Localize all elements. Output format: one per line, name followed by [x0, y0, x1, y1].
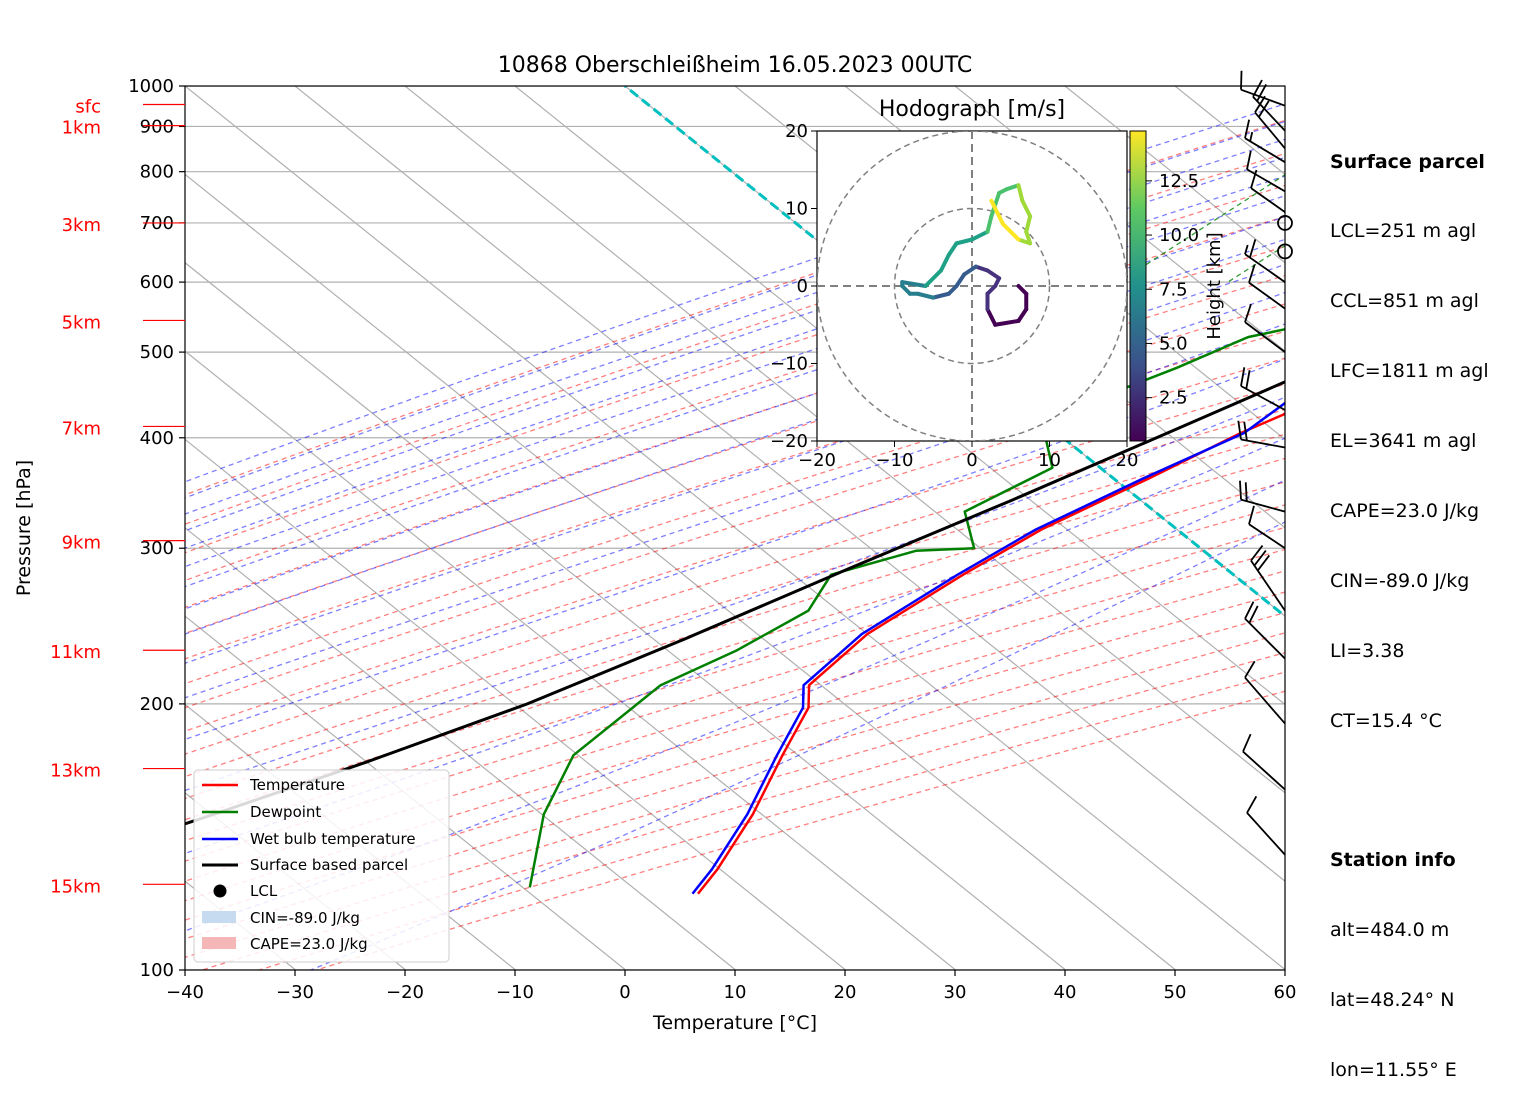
el-value: EL=3641 m agl [1330, 430, 1489, 453]
x-tick-label: −20 [386, 982, 424, 1003]
colorbar-tick: 2.5 [1159, 388, 1188, 409]
y-tick-label: 400 [140, 428, 174, 449]
legend-parcel: Surface based parcel [250, 856, 408, 874]
colorbar-tick: 7.5 [1159, 279, 1188, 300]
wind-barb-flag [1243, 734, 1251, 751]
wind-barb-staff [1247, 813, 1285, 855]
legend: Temperature Dewpoint Wet bulb temperatur… [194, 770, 449, 962]
height-label: 7km [62, 418, 101, 439]
wind-barb-staff [1249, 283, 1285, 309]
lon-value: lon=11.55° E [1330, 1059, 1489, 1082]
wind-barb-staff [1245, 678, 1285, 724]
x-tick-label: 30 [944, 982, 967, 1003]
ct-value: CT=15.4 °C [1330, 710, 1489, 733]
cape-value: CAPE=23.0 J/kg [1330, 500, 1489, 523]
hodograph-y-tick: 20 [785, 121, 808, 142]
wind-barb-flag [1246, 482, 1247, 501]
hodograph-x-tick: 20 [1116, 450, 1139, 471]
cin-value: CIN=-89.0 J/kg [1330, 570, 1489, 593]
lat-value: lat=48.24° N [1330, 989, 1489, 1012]
y-tick-label: 800 [140, 162, 174, 183]
x-tick-label: −10 [496, 982, 534, 1003]
y-tick-label: 200 [140, 694, 174, 715]
hodograph-x-tick: −10 [876, 450, 914, 471]
wind-barb-staff [1251, 188, 1285, 212]
wind-barb-flag [1250, 239, 1255, 257]
wind-barb-staff [1241, 90, 1285, 106]
legend-temperature: Temperature [249, 776, 345, 794]
x-tick-label: −30 [276, 982, 314, 1003]
hodograph: Hodograph [m/s] −20−20 −10 −10 0 0 10 10 20 20 2… [770, 97, 1225, 471]
height-label: 11km [50, 642, 101, 663]
wind-barbs [1238, 71, 1292, 855]
wind-barb-flag [1241, 71, 1242, 90]
colorbar-tick: 5.0 [1159, 333, 1188, 354]
wind-barb-staff [1245, 619, 1285, 659]
hodograph-y-tick: −10 [770, 354, 808, 375]
wind-barb-flag [1245, 120, 1249, 139]
wind-barb-flag [1247, 796, 1256, 813]
x-tick-label: −40 [166, 982, 204, 1003]
surface-parcel-header: Surface parcel [1330, 151, 1489, 174]
wind-barb-flag [1249, 264, 1255, 282]
height-label: 1km [62, 118, 101, 139]
wind-barb-flag [1245, 304, 1251, 322]
x-tick-label: 60 [1274, 982, 1297, 1003]
wind-barb-flag [1250, 132, 1252, 141]
alt-value: alt=484.0 m [1330, 919, 1489, 942]
skewt-chart: 10868 Oberschleißheim 16.05.2023 00UTC −… [0, 0, 1517, 1056]
colorbar-label: Height [km] [1204, 232, 1225, 339]
y-tick-label: 500 [140, 342, 174, 363]
hodograph-y-tick: 0 [797, 276, 808, 297]
wind-barb-flag [1246, 370, 1249, 389]
legend-wetbulb: Wet bulb temperature [250, 830, 416, 848]
ccl-value: CCL=851 m agl [1330, 290, 1489, 313]
legend-lcl: LCL [250, 882, 278, 900]
height-label: 9km [62, 533, 101, 554]
wind-barb-flag [1247, 151, 1251, 170]
hodograph-colorbar [1130, 131, 1146, 441]
height-label: 5km [62, 312, 101, 333]
y-tick-label: 600 [140, 272, 174, 293]
wind-barb-staff [1255, 112, 1285, 148]
hodograph-x-tick: 10 [1038, 450, 1061, 471]
x-axis-label: Temperature [°C] [652, 1012, 817, 1034]
height-label: 3km [62, 215, 101, 236]
colorbar-tick: 12.5 [1159, 171, 1199, 192]
x-tick-label: 10 [724, 982, 747, 1003]
info-panel: Surface parcel LCL=251 m agl CCL=851 m a… [1330, 104, 1489, 1105]
x-tick-label: 40 [1054, 982, 1077, 1003]
height-label: 13km [50, 761, 101, 782]
y-tick-label: 900 [140, 116, 174, 137]
li-value: LI=3.38 [1330, 640, 1489, 663]
colorbar-tick: 10.0 [1159, 225, 1199, 246]
height-label: sfc [75, 96, 101, 117]
x-tick-label: 20 [834, 982, 857, 1003]
wind-barb-staff [1243, 752, 1285, 790]
station-info-header: Station info [1330, 849, 1489, 872]
lcl-value: LCL=251 m agl [1330, 220, 1489, 243]
x-tick-label: 0 [619, 982, 630, 1003]
legend-cape: CAPE=23.0 J/kg [250, 935, 368, 953]
hodograph-x-tick: −20 [798, 450, 836, 471]
y-tick-label: 1000 [128, 76, 174, 97]
lfc-value: LFC=1811 m agl [1330, 360, 1489, 383]
wind-barb-flag [1245, 661, 1255, 677]
y-tick-label: 100 [140, 960, 174, 981]
hodograph-y-tick: −20 [770, 431, 808, 452]
height-label: 15km [50, 876, 101, 897]
wind-barb-flag [1240, 481, 1241, 500]
x-tick-label: 50 [1164, 982, 1187, 1003]
hodograph-x-tick: 0 [966, 450, 977, 471]
y-axis-label: Pressure [hPa] [13, 460, 35, 596]
legend-cin: CIN=-89.0 J/kg [250, 909, 360, 927]
hodograph-y-tick: 10 [785, 199, 808, 220]
hodograph-title: Hodograph [m/s] [879, 97, 1065, 122]
y-tick-label: 300 [140, 538, 174, 559]
legend-dewpoint: Dewpoint [250, 803, 321, 821]
chart-title: 10868 Oberschleißheim 16.05.2023 00UTC [498, 53, 973, 78]
